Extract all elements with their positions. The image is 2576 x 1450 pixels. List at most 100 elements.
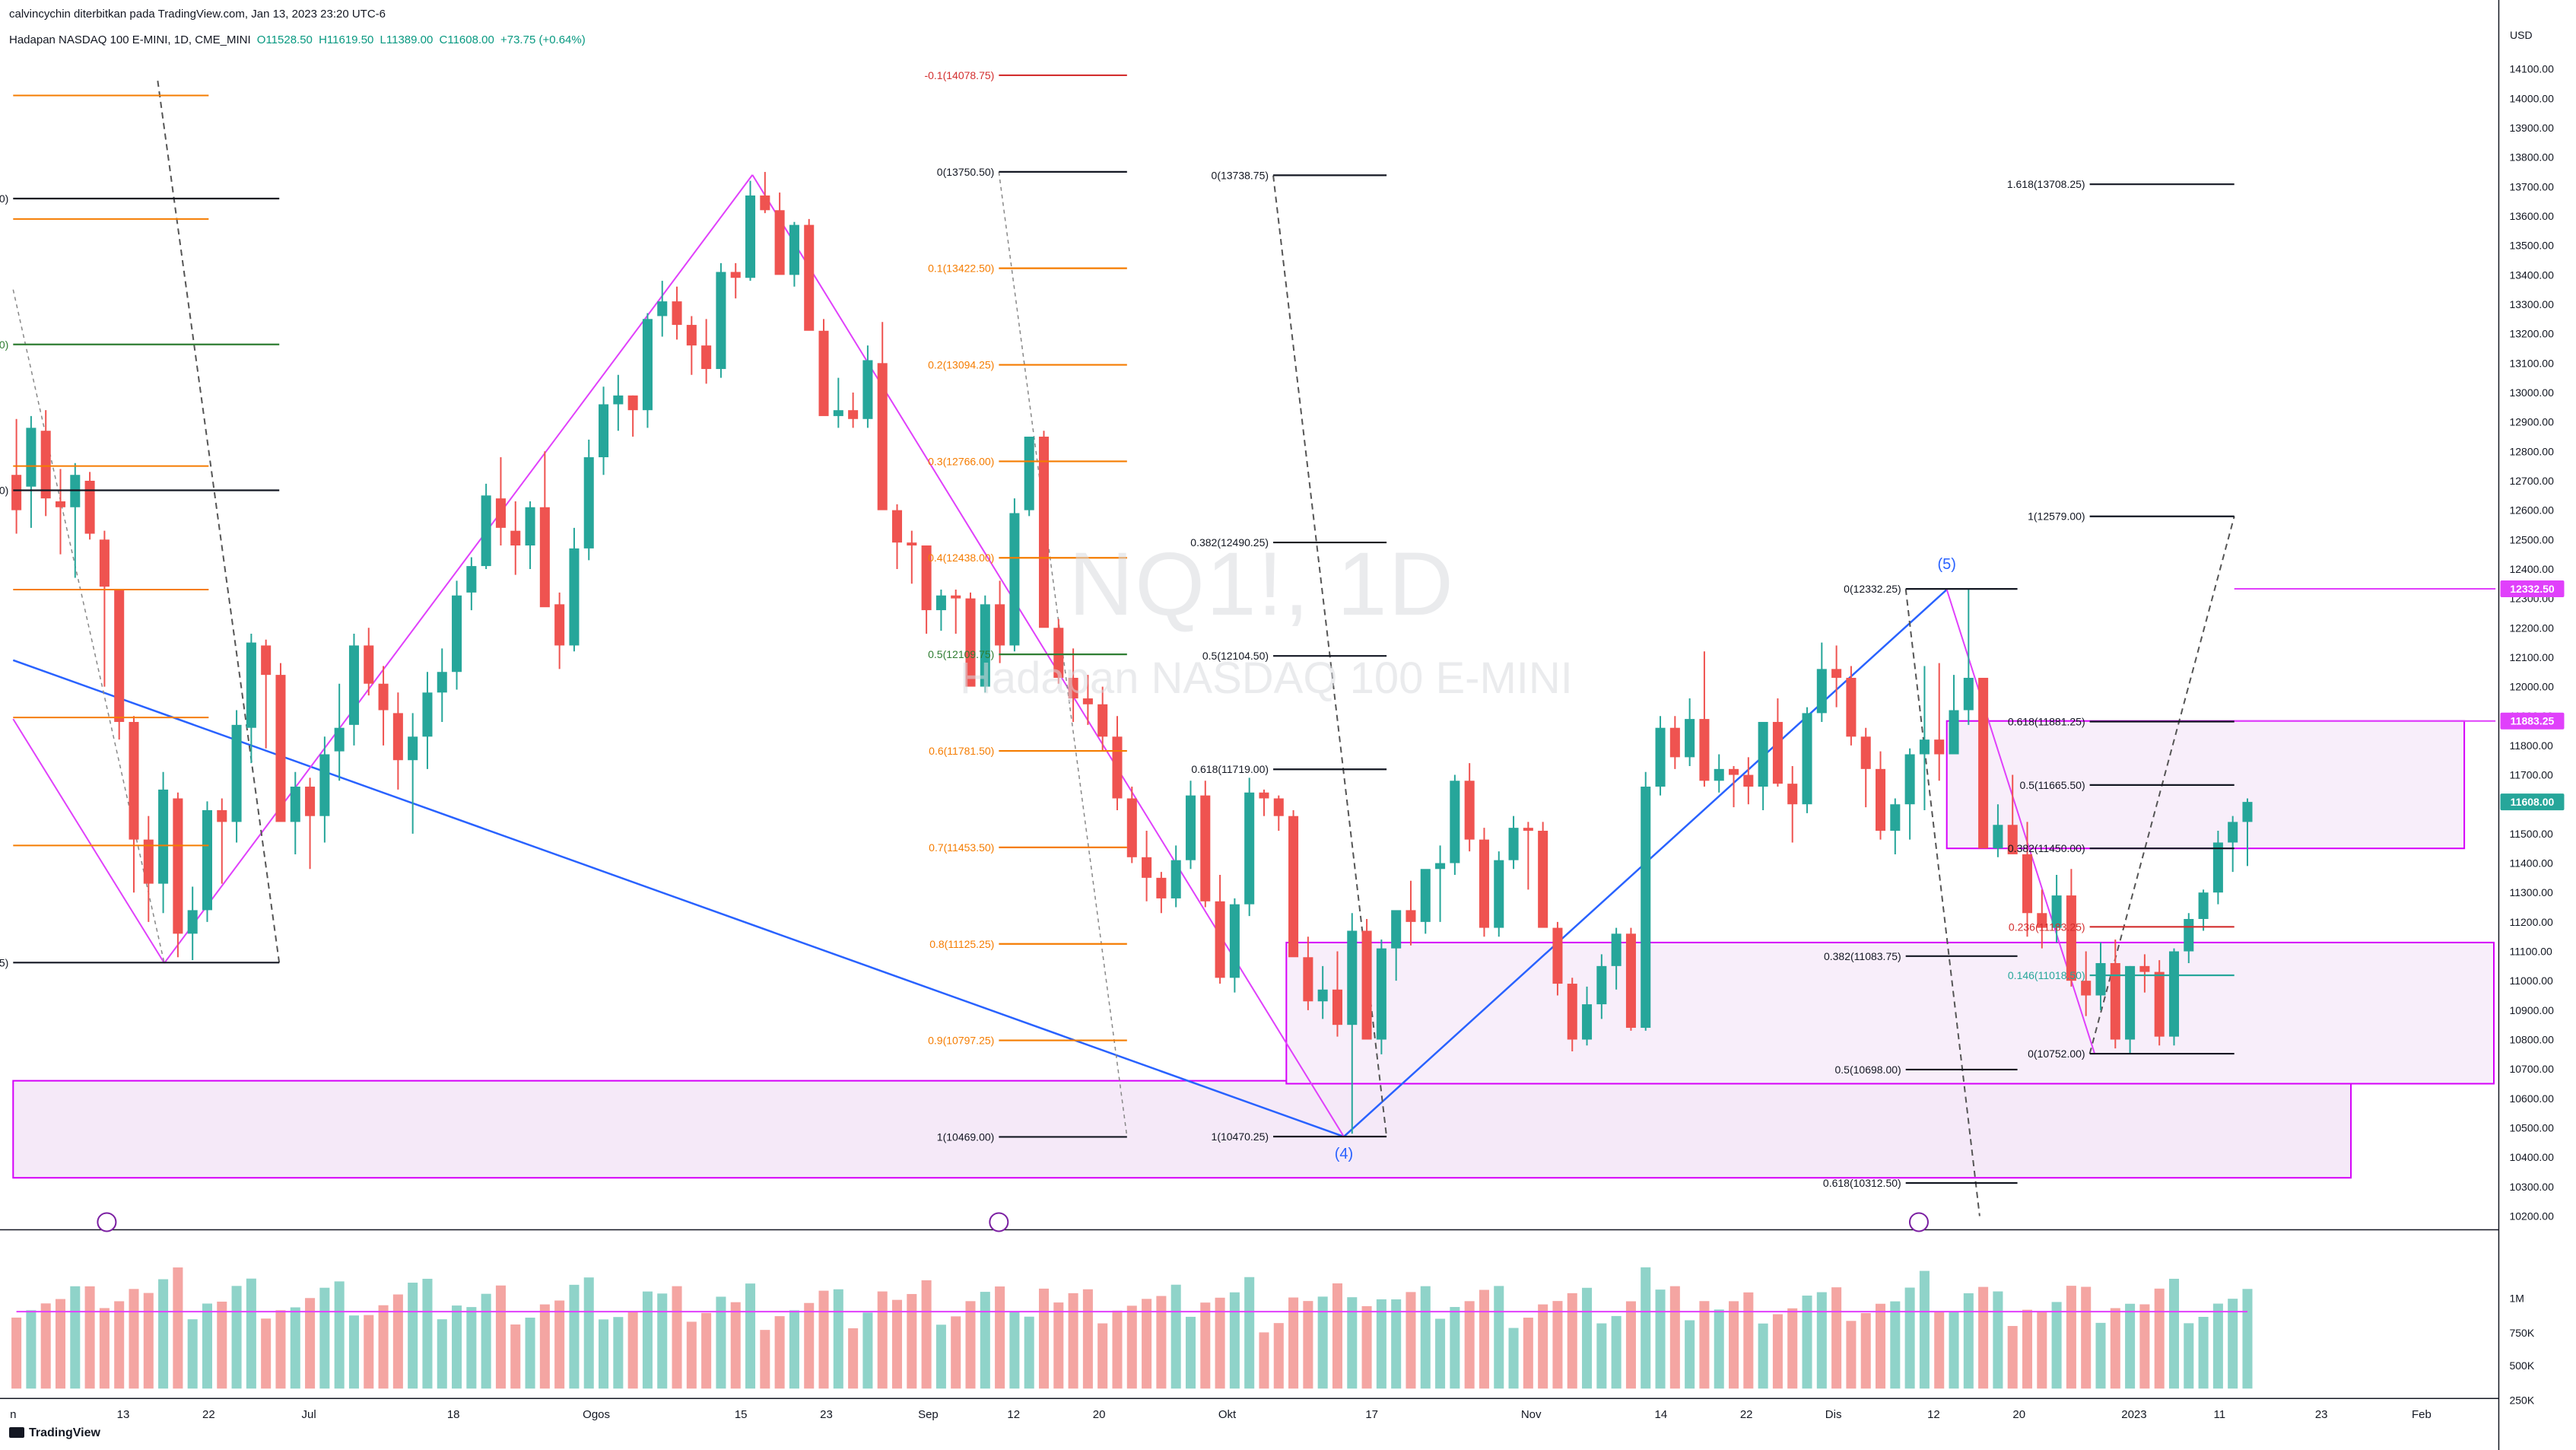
volume-bar — [1611, 1315, 1622, 1389]
y-tick-label: 13500.00 — [2509, 240, 2554, 252]
candle-body — [583, 457, 594, 549]
candle-body — [789, 224, 799, 275]
tradingview-logo[interactable]: TradingView — [9, 1426, 100, 1440]
volume-bar — [1816, 1292, 1827, 1389]
candle-body — [1347, 930, 1358, 1025]
x-tick-label: 20 — [1093, 1408, 1106, 1421]
volume-bar — [70, 1286, 81, 1389]
candle-body — [1170, 860, 1181, 898]
candle-body — [1787, 784, 1798, 805]
candle-body — [760, 195, 770, 211]
fib-level-label: 0(13750.50) — [937, 166, 995, 178]
volume-bar — [1112, 1310, 1123, 1389]
candle-body — [1655, 727, 1666, 787]
candle-body — [305, 787, 316, 816]
y-tick-label: 10700.00 — [2509, 1063, 2554, 1075]
volume-bar — [672, 1286, 682, 1389]
candle-body — [1185, 795, 1196, 860]
candle-body — [1582, 1004, 1593, 1040]
volume-bar — [1494, 1286, 1504, 1389]
volume-bar — [583, 1277, 594, 1389]
x-tick-label: 12 — [1007, 1408, 1020, 1421]
candle-body — [1641, 787, 1651, 1029]
price-tag-label: 12332.50 — [2510, 583, 2555, 595]
volume-bar — [1596, 1323, 1607, 1389]
volume-bar — [525, 1318, 535, 1389]
candle-body — [364, 645, 374, 684]
volume-bar — [1685, 1320, 1695, 1389]
fib-level-label: 0.8(11125.25) — [929, 938, 994, 950]
candle-body — [1376, 948, 1386, 1040]
volume-tick-label: 250K — [2509, 1394, 2534, 1406]
volume-bar — [686, 1321, 697, 1389]
candle-body — [2110, 962, 2120, 1040]
volume-bar — [334, 1281, 345, 1389]
volume-bar — [2081, 1286, 2092, 1389]
candle-body — [730, 272, 741, 278]
volume-bar — [2022, 1309, 2033, 1389]
candle-body — [261, 645, 272, 676]
candle-body — [2154, 971, 2165, 1037]
y-tick-label: 12400.00 — [2509, 563, 2554, 575]
candle-body — [1552, 927, 1563, 984]
candle-body — [217, 809, 227, 822]
volume-bar — [1641, 1267, 1651, 1389]
volume-bar — [2184, 1323, 2194, 1389]
fib-level-label: 0.5(11665.50) — [2019, 779, 2085, 791]
y-tick-label: 10800.00 — [2509, 1033, 2554, 1045]
volume-bar — [1831, 1287, 1842, 1389]
x-tick-label: n — [10, 1408, 16, 1421]
candle-body — [1479, 839, 1489, 928]
event-marker-icon — [989, 1212, 1009, 1232]
volume-bar — [613, 1317, 624, 1389]
grid-layer — [0, 0, 2500, 1450]
volume-bar — [1038, 1288, 1050, 1389]
wave-line-3 — [751, 174, 1345, 1137]
x-tick-label: Jul — [302, 1408, 316, 1421]
volume-bar — [2007, 1325, 2018, 1389]
candle-body — [1273, 798, 1284, 816]
y-tick-label: 14000.00 — [2509, 92, 2554, 104]
volume-bar — [789, 1310, 799, 1389]
volume-bar — [1508, 1328, 1519, 1389]
candle-body — [437, 672, 447, 693]
candle-body — [1024, 436, 1034, 510]
candle-body — [539, 507, 550, 608]
volume-bar — [2228, 1299, 2238, 1389]
candle-body — [554, 604, 565, 646]
volume-bar — [1479, 1289, 1489, 1389]
x-tick-label: 22 — [1740, 1408, 1753, 1421]
candles-layer — [11, 172, 2253, 1134]
candle-body — [129, 721, 139, 840]
y-tick-label: 12200.00 — [2509, 622, 2554, 634]
volume-bar — [99, 1308, 110, 1389]
candle-body — [1435, 863, 1446, 870]
candle-body — [657, 301, 668, 316]
candle-body — [818, 330, 829, 416]
price-tag-label: 11883.25 — [2511, 715, 2555, 727]
candle-body — [319, 754, 330, 816]
candle-body — [2007, 825, 2018, 854]
candle-body — [334, 727, 345, 752]
volume-bar — [275, 1310, 286, 1389]
volume-bar — [921, 1280, 932, 1389]
volume-bar — [348, 1315, 359, 1389]
candle-body — [848, 410, 859, 419]
volume-bar — [2139, 1304, 2150, 1389]
candle-body — [642, 319, 653, 411]
dashed-projection-5 — [1904, 589, 1980, 1216]
fib-level-label: 0.382(13659.50) — [0, 192, 8, 205]
candle-body — [2184, 918, 2194, 952]
x-tick-label: 22 — [202, 1408, 215, 1421]
candle-body — [348, 645, 359, 725]
volume-bar — [1391, 1299, 1402, 1389]
volume-bar — [1669, 1286, 1680, 1389]
volume-bar — [202, 1303, 213, 1389]
candle-body — [11, 475, 22, 510]
volume-bar — [466, 1307, 477, 1389]
volume-bar — [1376, 1299, 1386, 1389]
volume-tick-label: 500K — [2509, 1359, 2534, 1372]
candle-body — [1142, 857, 1152, 878]
volume-bar — [2037, 1311, 2047, 1389]
